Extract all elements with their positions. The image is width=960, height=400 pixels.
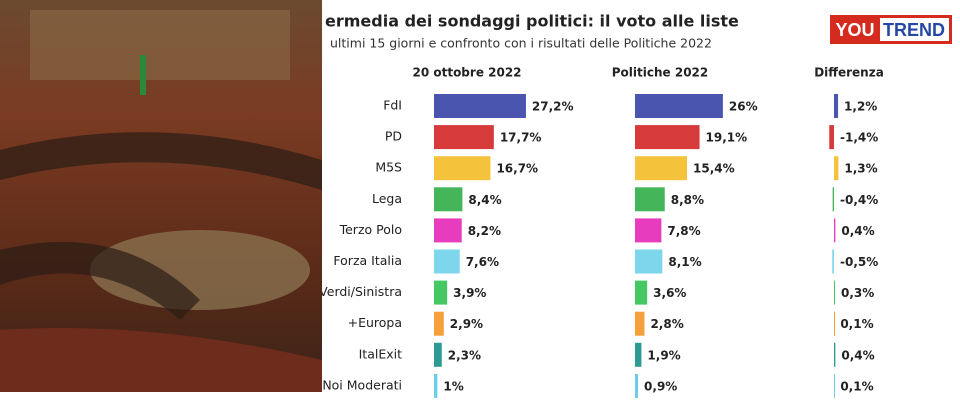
logo: YOU TREND xyxy=(830,15,952,44)
category-label: Noi Moderati xyxy=(322,377,402,392)
bar xyxy=(834,280,836,305)
value-label: 8,4% xyxy=(468,193,501,207)
bar xyxy=(834,94,839,118)
bar xyxy=(834,218,836,243)
value-label: 0,9% xyxy=(644,379,677,393)
value-label: 7,8% xyxy=(667,224,700,238)
photo-wall xyxy=(30,10,290,80)
bar xyxy=(434,342,442,367)
bar xyxy=(434,187,463,212)
category-label: PD xyxy=(385,129,402,144)
bar xyxy=(434,156,491,181)
bar xyxy=(635,187,665,212)
value-label: 0,3% xyxy=(841,286,874,300)
bar xyxy=(434,249,460,274)
category-label: ItalExit xyxy=(359,346,402,361)
bar xyxy=(434,373,438,398)
value-label: -0,5% xyxy=(840,255,878,269)
value-label: 26% xyxy=(729,100,758,114)
bar xyxy=(635,125,700,150)
panel-title: 20 ottobre 2022 xyxy=(412,66,521,80)
bar xyxy=(434,125,494,150)
value-label: 0,4% xyxy=(841,224,874,238)
value-label: 1% xyxy=(443,379,463,393)
chart-title: ermedia dei sondaggi politici: il voto a… xyxy=(325,12,739,31)
bar xyxy=(834,311,835,336)
value-label: 1,9% xyxy=(647,348,680,362)
bar xyxy=(434,218,462,243)
value-label: 8,2% xyxy=(468,224,501,238)
value-label: 15,4% xyxy=(693,162,735,176)
category-label: FdI xyxy=(383,98,402,113)
bar xyxy=(834,373,835,398)
value-label: 2,8% xyxy=(650,317,683,331)
value-label: 8,1% xyxy=(668,255,701,269)
photo xyxy=(0,0,322,392)
bar xyxy=(635,249,663,274)
value-label: 7,6% xyxy=(466,255,499,269)
category-label: Terzo Polo xyxy=(339,222,402,237)
bar xyxy=(434,280,448,305)
chart-subtitle: ultimi 15 giorni e confronto con i risul… xyxy=(330,36,712,51)
bar xyxy=(635,342,642,367)
value-label: 16,7% xyxy=(496,162,538,176)
bar xyxy=(635,156,688,181)
logo-text: TREND xyxy=(883,20,945,40)
category-label: Lega xyxy=(372,191,402,206)
bar xyxy=(832,187,834,212)
category-label: +Europa xyxy=(348,315,402,330)
value-label: 3,6% xyxy=(653,286,686,300)
bar xyxy=(635,373,639,398)
bar xyxy=(834,342,836,367)
category-label: Forza Italia xyxy=(333,253,402,268)
category-label: Verdi/Sinistra xyxy=(319,284,402,299)
value-label: 17,7% xyxy=(500,131,542,145)
bar xyxy=(434,311,444,336)
bar xyxy=(635,280,648,305)
value-label: 8,8% xyxy=(671,193,704,207)
value-label: 1,2% xyxy=(844,100,877,114)
category-label: M5S xyxy=(375,160,402,175)
value-label: 2,9% xyxy=(450,317,483,331)
value-label: -1,4% xyxy=(840,131,878,145)
value-label: 2,3% xyxy=(448,348,481,362)
panel-title: Politiche 2022 xyxy=(612,66,709,80)
photo-flag xyxy=(140,55,146,95)
bar xyxy=(434,94,526,118)
value-label: 19,1% xyxy=(706,131,748,145)
logo-inner xyxy=(880,18,949,41)
bar xyxy=(635,218,662,243)
logo-text: YOU xyxy=(835,20,874,40)
value-label: 0,4% xyxy=(841,348,874,362)
photo-row xyxy=(0,241,200,320)
photo-row xyxy=(0,328,322,392)
value-label: 0,1% xyxy=(840,317,873,331)
value-label: 0,1% xyxy=(840,379,873,393)
value-label: -0,4% xyxy=(840,193,878,207)
value-label: 3,9% xyxy=(453,286,486,300)
bar xyxy=(635,311,645,336)
value-label: 1,3% xyxy=(844,162,877,176)
bar xyxy=(832,249,834,274)
panel-title: Differenza xyxy=(814,66,884,80)
bar xyxy=(829,125,834,150)
bar xyxy=(834,156,839,181)
value-label: 27,2% xyxy=(532,100,574,114)
bar xyxy=(635,94,723,118)
photo-row xyxy=(0,132,322,190)
